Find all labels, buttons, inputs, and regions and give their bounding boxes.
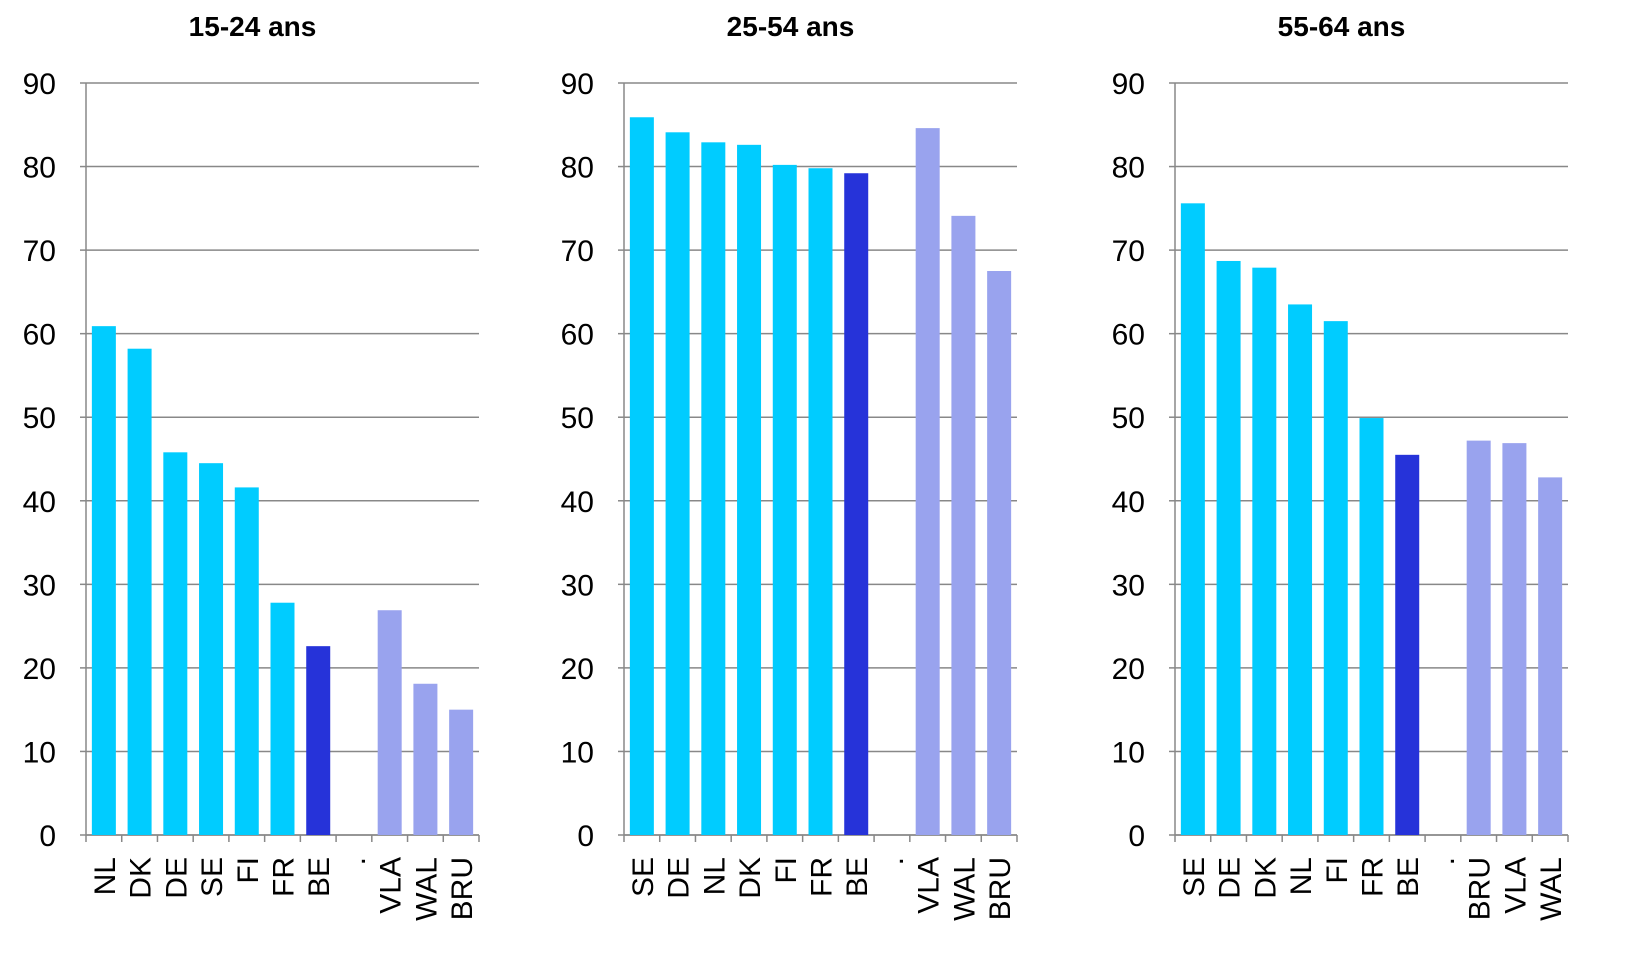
y-tick-label: 60 <box>23 319 56 352</box>
bar <box>1252 267 1277 835</box>
bar <box>737 144 762 835</box>
y-tick-label: 50 <box>23 402 56 435</box>
y-tick-label: 20 <box>23 653 56 686</box>
y-tick-label: 10 <box>23 736 56 769</box>
y-tick-label: 80 <box>1112 152 1145 185</box>
y-tick-label: 50 <box>561 402 594 435</box>
y-tick-label: 70 <box>561 235 594 268</box>
y-tick-label: 30 <box>1112 569 1145 602</box>
x-tick-label: WAL <box>410 857 443 921</box>
x-tick-label: DK <box>734 857 767 899</box>
y-tick-label: 0 <box>39 820 56 853</box>
x-tick-label: NL <box>89 857 122 895</box>
bar <box>844 173 869 836</box>
x-tick-label: NL <box>698 857 731 895</box>
x-tick-label: SE <box>1178 857 1211 897</box>
bar <box>1359 418 1384 835</box>
x-tick-label: BE <box>841 857 874 897</box>
y-tick-label: 90 <box>561 68 594 101</box>
y-tick-label: 0 <box>1128 820 1145 853</box>
x-tick-label: BE <box>303 857 336 897</box>
bar <box>270 602 295 835</box>
x-tick-label: FR <box>1357 857 1390 897</box>
x-tick-label: BRU <box>1464 857 1497 920</box>
x-tick-label: FR <box>268 857 301 897</box>
bar <box>987 271 1012 835</box>
x-tick-label: . <box>1428 857 1461 865</box>
x-tick-label: BRU <box>446 857 479 920</box>
y-tick-label: 50 <box>1112 402 1145 435</box>
bar <box>127 348 152 835</box>
y-tick-label: 60 <box>1112 319 1145 352</box>
bar <box>234 487 259 835</box>
y-tick-label: 30 <box>561 569 594 602</box>
bar <box>1323 321 1348 836</box>
bar <box>772 164 797 835</box>
chart-title: 15-24 ans <box>189 11 317 42</box>
y-tick-label: 30 <box>23 569 56 602</box>
x-tick-label: FR <box>806 857 839 897</box>
chart-title: 55-64 ans <box>1278 11 1406 42</box>
x-tick-label: DK <box>1249 857 1282 899</box>
bar <box>629 117 654 836</box>
y-tick-label: 90 <box>1112 68 1145 101</box>
x-tick-label: DE <box>1214 857 1247 899</box>
y-tick-label: 60 <box>561 319 594 352</box>
x-tick-label: VLA <box>913 857 946 914</box>
x-tick-label: VLA <box>375 857 408 914</box>
x-tick-label: FI <box>770 857 803 884</box>
bar <box>449 709 474 835</box>
bar <box>665 132 690 835</box>
x-tick-label: DE <box>160 857 193 899</box>
y-tick-label: 0 <box>577 820 594 853</box>
x-tick-label: SE <box>196 857 229 897</box>
x-tick-label: DE <box>663 857 696 899</box>
x-tick-label: FI <box>1321 857 1354 884</box>
y-tick-label: 70 <box>23 235 56 268</box>
bar <box>306 646 331 835</box>
chart-title: 25-54 ans <box>727 11 855 42</box>
bar <box>377 610 402 835</box>
bar <box>1395 454 1420 835</box>
bar <box>808 168 833 835</box>
bar <box>1216 260 1241 835</box>
x-tick-label: BRU <box>984 857 1017 920</box>
y-tick-label: 20 <box>1112 653 1145 686</box>
x-tick-label: NL <box>1285 857 1318 895</box>
y-tick-label: 10 <box>561 736 594 769</box>
bar <box>1466 440 1491 835</box>
y-tick-label: 80 <box>23 152 56 185</box>
bar <box>1180 203 1205 835</box>
bar <box>701 142 726 835</box>
x-tick-label: . <box>339 857 372 865</box>
bar <box>1288 304 1313 835</box>
x-tick-label: WAL <box>1535 857 1568 921</box>
y-tick-label: 20 <box>561 653 594 686</box>
y-tick-label: 40 <box>1112 486 1145 519</box>
bar <box>199 463 224 835</box>
x-tick-label: WAL <box>948 857 981 921</box>
bar <box>91 326 116 835</box>
x-tick-label: SE <box>627 857 660 897</box>
bar <box>1502 443 1527 835</box>
y-tick-label: 40 <box>23 486 56 519</box>
bar <box>163 452 188 835</box>
y-tick-label: 70 <box>1112 235 1145 268</box>
bar <box>915 128 940 835</box>
x-tick-label: VLA <box>1499 857 1532 914</box>
bar <box>413 683 438 835</box>
x-tick-label: BE <box>1392 857 1425 897</box>
y-tick-label: 10 <box>1112 736 1145 769</box>
y-tick-label: 90 <box>23 68 56 101</box>
y-tick-label: 40 <box>561 486 594 519</box>
x-tick-label: FI <box>232 857 265 884</box>
x-tick-label: DK <box>125 857 158 899</box>
x-tick-label: . <box>877 857 910 865</box>
bar <box>951 215 976 835</box>
y-tick-label: 80 <box>561 152 594 185</box>
bar <box>1538 477 1563 835</box>
